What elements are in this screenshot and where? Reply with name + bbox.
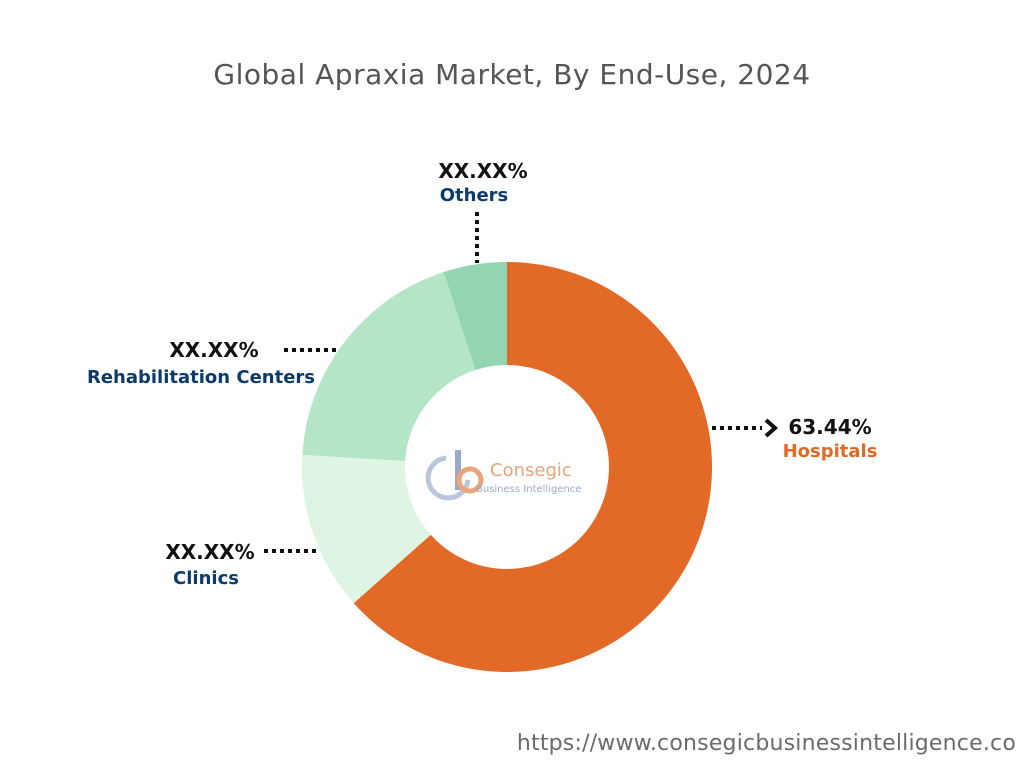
hospitals-value-label: 63.44% — [788, 415, 871, 439]
watermark-name: Consegic — [490, 460, 572, 481]
rehabilitation-centers-category-label: Rehabilitation Centers — [87, 367, 315, 388]
hospitals-category-label: Hospitals — [783, 441, 878, 462]
source-url[interactable]: https://www.consegicbusinessintelligence… — [516, 731, 1016, 756]
consegic-logo-icon — [425, 450, 484, 501]
others-category-label: Others — [440, 185, 509, 206]
clinics-category-label: Clinics — [173, 568, 239, 589]
watermark-subtitle: Business Intelligence — [476, 484, 582, 495]
leader-hospitals — [712, 418, 779, 438]
others-value-label: XX.XX% — [438, 159, 527, 183]
chart-title: Global Apraxia Market, By End-Use, 2024 — [213, 58, 811, 91]
rehabilitation-centers-value-label: XX.XX% — [169, 338, 258, 362]
donut-hole — [405, 365, 609, 569]
clinics-value-label: XX.XX% — [165, 540, 254, 564]
watermark-logo: Consegic Business Intelligence — [424, 450, 604, 510]
